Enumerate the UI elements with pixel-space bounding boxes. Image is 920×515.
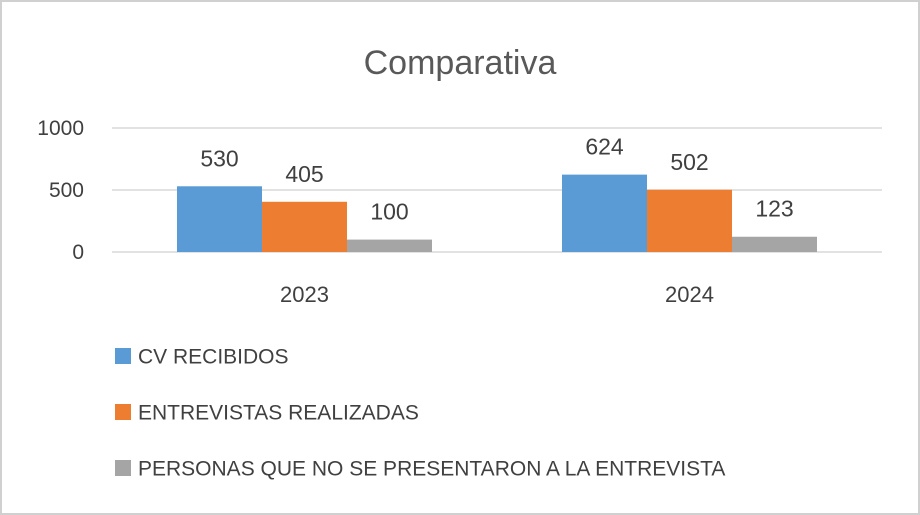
y-tick-label: 500 <box>49 179 84 202</box>
legend: CV RECIBIDOS ENTREVISTAS REALIZADAS PERSON… <box>115 346 725 481</box>
legend-label: CV RECIBIDOS <box>138 346 289 369</box>
y-tick-label: 0 <box>72 241 84 264</box>
bar <box>177 186 262 252</box>
legend-swatch <box>115 404 131 420</box>
data-labels: 530 405 100 624 502 123 <box>200 134 793 225</box>
chart-title: Comparativa <box>364 44 557 82</box>
bar <box>562 174 647 252</box>
data-label: 624 <box>585 134 624 160</box>
legend-label: ENTREVISTAS REALIZADAS <box>138 402 419 425</box>
legend-swatch <box>115 460 131 476</box>
x-category-label: 2023 <box>280 282 329 307</box>
legend-label: PERSONAS QUE NO SE PRESENTARON A LA ENTR… <box>138 458 725 481</box>
bar <box>647 189 732 252</box>
data-label: 100 <box>370 199 408 225</box>
bar <box>347 239 432 252</box>
data-label: 405 <box>285 161 323 187</box>
legend-swatch <box>115 348 131 364</box>
x-category-label: 2024 <box>665 282 714 307</box>
x-axis-categories: 2023 2024 <box>280 282 714 307</box>
data-label: 123 <box>755 196 793 222</box>
y-axis-ticks: 0 500 1000 <box>37 117 84 264</box>
data-label: 502 <box>670 149 708 175</box>
bar <box>262 201 347 252</box>
bar <box>732 236 817 252</box>
y-tick-label: 1000 <box>37 117 84 140</box>
data-label: 530 <box>200 145 238 171</box>
bars <box>177 174 817 252</box>
